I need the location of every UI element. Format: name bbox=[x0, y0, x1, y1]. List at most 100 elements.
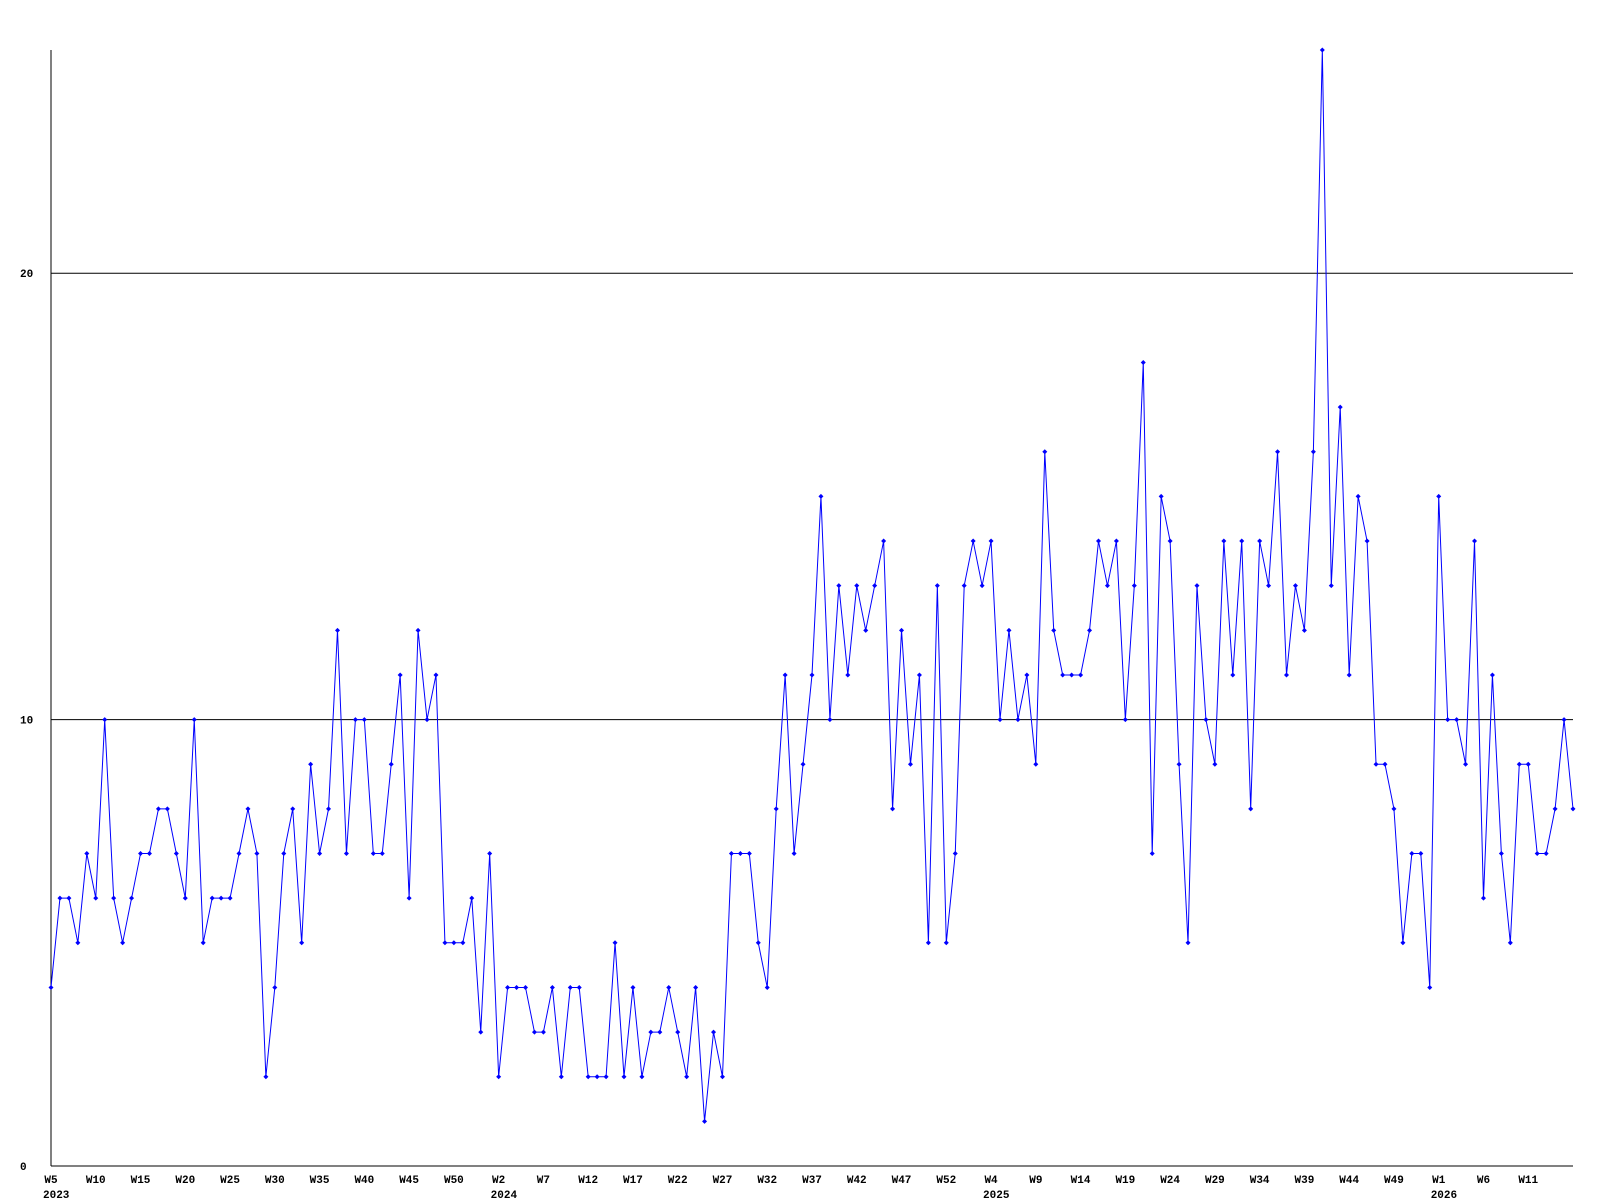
data-point bbox=[48, 984, 54, 990]
data-point bbox=[773, 806, 779, 812]
data-point bbox=[1060, 672, 1066, 678]
y-tick-label: 20 bbox=[20, 269, 33, 281]
x-tick-label: W42 bbox=[847, 1175, 867, 1187]
data-point bbox=[290, 806, 296, 812]
data-point bbox=[272, 984, 278, 990]
series-line bbox=[50, 49, 1574, 1122]
data-point bbox=[496, 1074, 502, 1080]
data-point bbox=[433, 672, 439, 678]
data-point bbox=[1078, 672, 1084, 678]
x-tick-label: W52 bbox=[936, 1175, 956, 1187]
x-tick-label: W19 bbox=[1115, 1175, 1135, 1187]
x-tick-label: W30 bbox=[265, 1175, 285, 1187]
data-point bbox=[1095, 538, 1101, 544]
data-point bbox=[1203, 717, 1209, 723]
data-point bbox=[57, 895, 63, 901]
x-tick-label: W34 bbox=[1250, 1175, 1270, 1187]
data-point bbox=[1454, 717, 1460, 723]
data-point bbox=[1149, 851, 1155, 857]
data-point bbox=[988, 538, 994, 544]
data-point bbox=[1239, 538, 1245, 544]
data-point bbox=[1570, 806, 1576, 812]
data-point bbox=[111, 895, 117, 901]
data-point bbox=[845, 672, 851, 678]
data-point bbox=[1275, 449, 1281, 455]
data-point bbox=[514, 984, 520, 990]
data-point bbox=[916, 672, 922, 678]
x-tick-label: W15 bbox=[131, 1175, 151, 1187]
data-point bbox=[997, 717, 1003, 723]
data-point bbox=[1400, 940, 1406, 946]
data-point bbox=[397, 672, 403, 678]
data-point bbox=[818, 493, 824, 499]
data-point bbox=[164, 806, 170, 812]
x-tick-label: W2 bbox=[492, 1175, 505, 1187]
data-point bbox=[1516, 761, 1522, 767]
data-point bbox=[1507, 940, 1513, 946]
data-point bbox=[1301, 627, 1307, 633]
data-point bbox=[218, 895, 224, 901]
data-point bbox=[970, 538, 976, 544]
data-point bbox=[1319, 47, 1325, 53]
data-point bbox=[1373, 761, 1379, 767]
data-point bbox=[1463, 761, 1469, 767]
data-point bbox=[1140, 359, 1146, 365]
data-point bbox=[343, 851, 349, 857]
data-point bbox=[1230, 672, 1236, 678]
data-point bbox=[872, 583, 878, 589]
data-point bbox=[1248, 806, 1254, 812]
data-point bbox=[200, 940, 206, 946]
data-point bbox=[657, 1029, 663, 1035]
data-point bbox=[1337, 404, 1343, 410]
year-label: 2025 bbox=[983, 1190, 1010, 1200]
data-point bbox=[1418, 851, 1424, 857]
data-point bbox=[809, 672, 815, 678]
data-point bbox=[155, 806, 161, 812]
x-tick-label: W11 bbox=[1518, 1175, 1538, 1187]
data-point bbox=[469, 895, 475, 901]
data-point bbox=[549, 984, 555, 990]
x-tick-label: W25 bbox=[220, 1175, 240, 1187]
x-tick-label: W45 bbox=[399, 1175, 419, 1187]
data-point bbox=[451, 940, 457, 946]
data-point bbox=[585, 1074, 591, 1080]
data-point bbox=[1552, 806, 1558, 812]
x-tick-label: W14 bbox=[1071, 1175, 1091, 1187]
data-point bbox=[639, 1074, 645, 1080]
data-point bbox=[1158, 493, 1164, 499]
data-point bbox=[138, 851, 144, 857]
data-point bbox=[782, 672, 788, 678]
data-point bbox=[1292, 583, 1298, 589]
data-point bbox=[755, 940, 761, 946]
data-point bbox=[505, 984, 511, 990]
data-point bbox=[75, 940, 81, 946]
data-point bbox=[621, 1074, 627, 1080]
data-point bbox=[648, 1029, 654, 1035]
x-tick-label: W40 bbox=[354, 1175, 374, 1187]
x-tick-label: W49 bbox=[1384, 1175, 1404, 1187]
data-point bbox=[979, 583, 985, 589]
data-point bbox=[899, 627, 905, 633]
data-point bbox=[1257, 538, 1263, 544]
data-point bbox=[907, 761, 913, 767]
data-point bbox=[702, 1118, 708, 1124]
data-point bbox=[854, 583, 860, 589]
data-point bbox=[1167, 538, 1173, 544]
data-point bbox=[191, 717, 197, 723]
data-point bbox=[890, 806, 896, 812]
data-point bbox=[460, 940, 466, 946]
data-point bbox=[961, 583, 967, 589]
data-point bbox=[1212, 761, 1218, 767]
data-point bbox=[254, 851, 260, 857]
data-point bbox=[1194, 583, 1200, 589]
data-point bbox=[227, 895, 233, 901]
data-point bbox=[1445, 717, 1451, 723]
data-point bbox=[925, 940, 931, 946]
data-point bbox=[379, 851, 385, 857]
data-point bbox=[675, 1029, 681, 1035]
data-point bbox=[594, 1074, 600, 1080]
data-point bbox=[1427, 984, 1433, 990]
data-point bbox=[326, 806, 332, 812]
x-tick-label: W4 bbox=[984, 1175, 998, 1187]
data-point bbox=[236, 851, 242, 857]
